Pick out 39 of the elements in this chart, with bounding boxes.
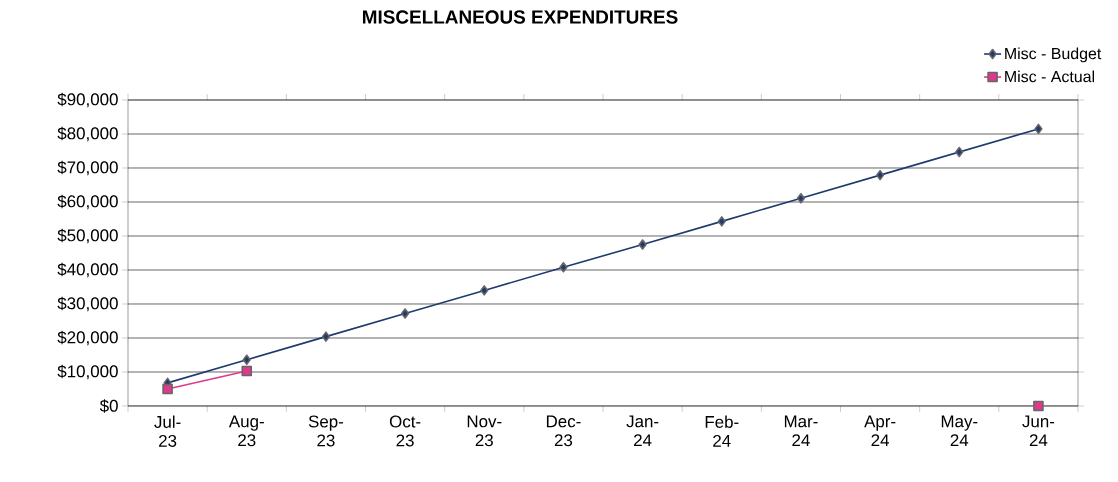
y-tick-label: $70,000	[57, 160, 118, 176]
point	[1033, 400, 1044, 412]
x-tick-label: Oct-23	[389, 415, 421, 447]
point	[559, 261, 568, 273]
y-tick-label: $50,000	[57, 228, 118, 244]
y-tick-label: $80,000	[57, 126, 118, 142]
point	[875, 169, 885, 181]
point	[1034, 123, 1043, 135]
point	[321, 331, 331, 342]
y-tick-label: $10,000	[57, 364, 118, 380]
legend-label: Misc - Actual	[1005, 70, 1095, 83]
y-tick-label: $20,000	[57, 330, 118, 346]
point	[162, 383, 173, 395]
x-tick-label: May-24	[941, 415, 978, 447]
point	[638, 239, 647, 250]
y-tick-label: $0	[99, 399, 118, 413]
point	[717, 216, 726, 227]
point	[242, 354, 251, 366]
chart-title: MISCELLANEOUS EXPENDITURES	[362, 10, 678, 24]
point	[400, 308, 410, 319]
x-tick-label: Nov-23	[467, 415, 502, 447]
x-tick-label: Dec-23	[546, 415, 581, 447]
y-tick-label: $90,000	[57, 92, 118, 108]
point	[796, 192, 806, 204]
y-tick-label: $40,000	[57, 262, 118, 278]
x-tick-label: Apr-24	[864, 415, 896, 447]
x-tick-label: Feb-24	[705, 415, 739, 447]
point	[955, 146, 964, 158]
point	[241, 365, 253, 377]
x-tick-label: Jul-23	[154, 415, 181, 447]
point	[480, 285, 489, 296]
x-tick-label: Sep-23	[308, 415, 344, 447]
legend-label: Misc - Budget	[1005, 47, 1102, 63]
y-tick-label: $60,000	[57, 194, 118, 210]
x-tick-label: Jun-24	[1022, 415, 1055, 447]
y-tick-label: $30,000	[57, 296, 118, 312]
x-tick-label: Jan-24	[626, 415, 659, 447]
x-tick-label: Mar-24	[784, 415, 818, 447]
x-tick-label: Aug-23	[228, 415, 264, 447]
